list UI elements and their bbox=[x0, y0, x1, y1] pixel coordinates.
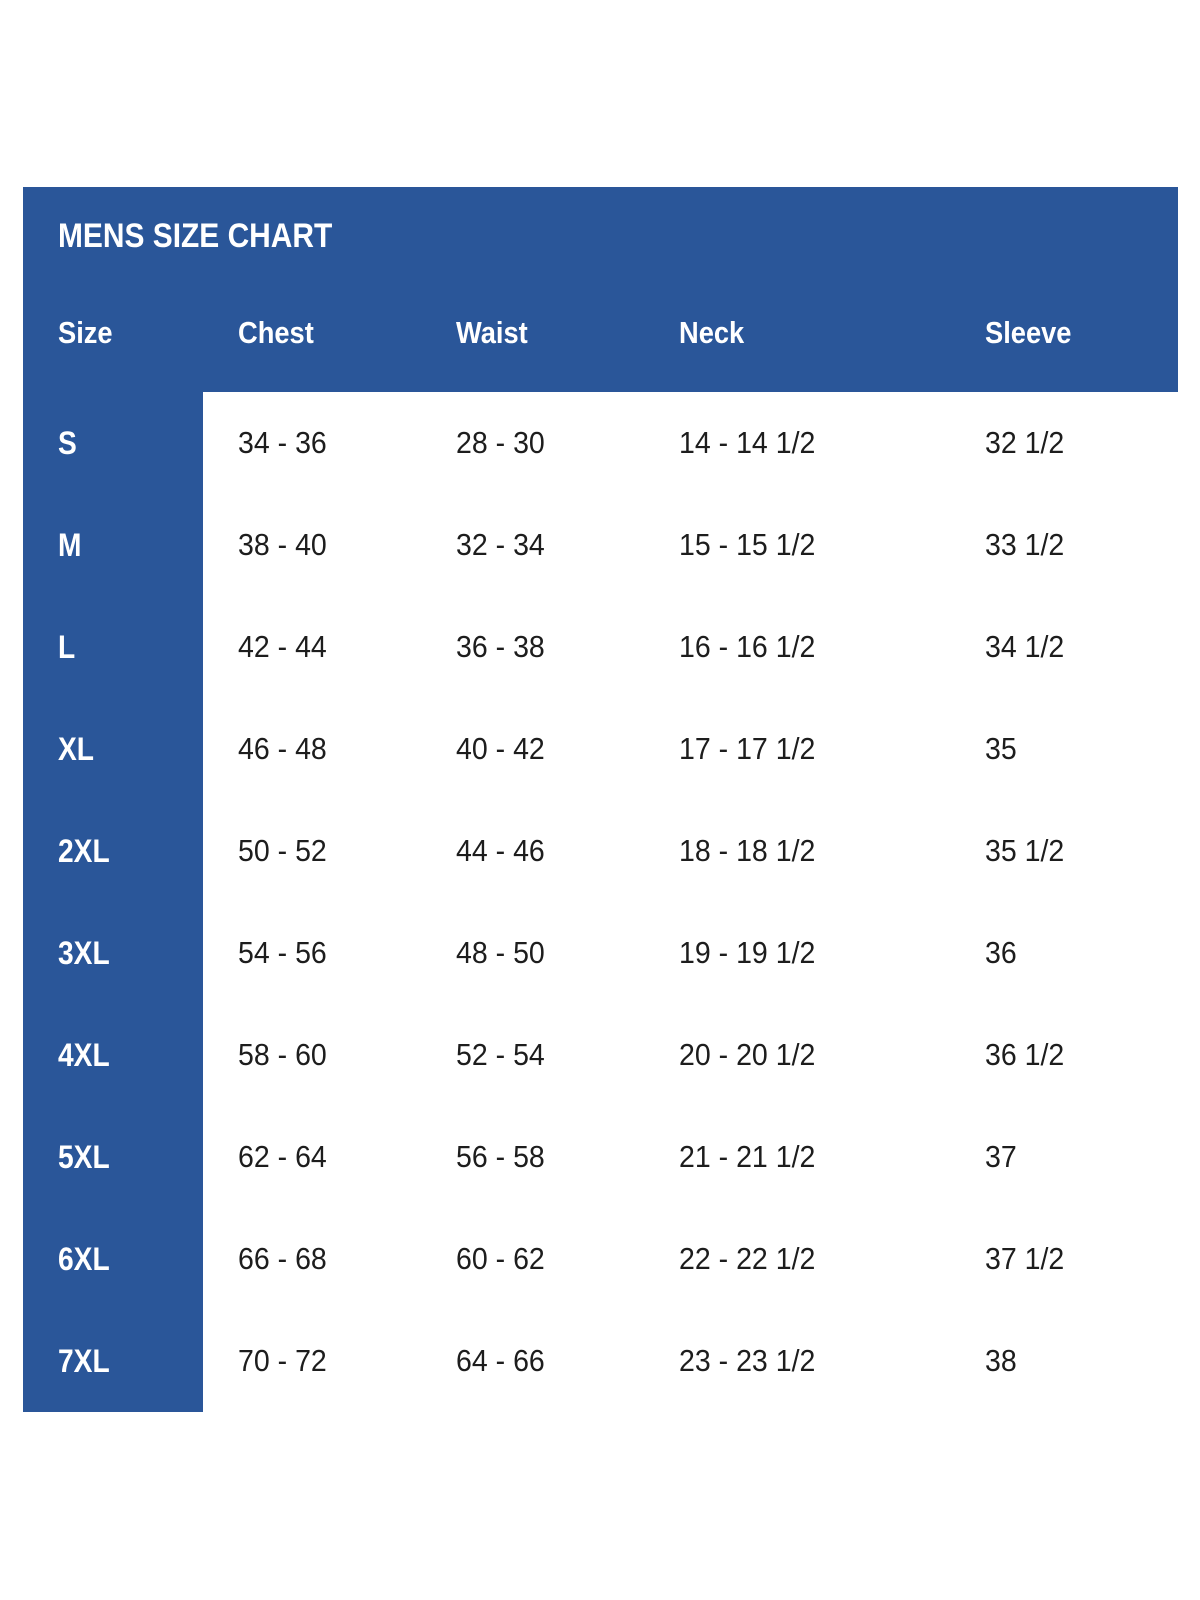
table-row: S 34 - 36 28 - 30 14 - 14 1/2 32 1/2 bbox=[23, 392, 1178, 494]
size-cell: 3XL bbox=[23, 902, 203, 1004]
sleeve-cell: 38 bbox=[985, 1343, 1017, 1378]
size-cell: 6XL bbox=[23, 1208, 203, 1310]
table-body: S 34 - 36 28 - 30 14 - 14 1/2 32 1/2 M 3… bbox=[23, 392, 1178, 1412]
column-header-size: Size bbox=[58, 315, 113, 350]
neck-cell: 18 - 18 1/2 bbox=[679, 833, 816, 868]
neck-cell: 19 - 19 1/2 bbox=[679, 935, 816, 970]
sleeve-cell: 36 1/2 bbox=[985, 1037, 1065, 1072]
neck-cell: 22 - 22 1/2 bbox=[679, 1241, 816, 1276]
waist-cell: 28 - 30 bbox=[456, 425, 545, 460]
waist-cell: 32 - 34 bbox=[456, 527, 545, 562]
size-chart-header: MENS SIZE CHART Size Chest Waist Neck Sl… bbox=[23, 187, 1178, 392]
chest-cell: 62 - 64 bbox=[238, 1139, 327, 1174]
table-row: 7XL 70 - 72 64 - 66 23 - 23 1/2 38 bbox=[23, 1310, 1178, 1412]
sleeve-cell: 37 1/2 bbox=[985, 1241, 1065, 1276]
waist-cell: 36 - 38 bbox=[456, 629, 545, 664]
waist-cell: 64 - 66 bbox=[456, 1343, 545, 1378]
sleeve-cell: 36 bbox=[985, 935, 1017, 970]
chest-cell: 46 - 48 bbox=[238, 731, 327, 766]
chest-cell: 70 - 72 bbox=[238, 1343, 327, 1378]
waist-cell: 56 - 58 bbox=[456, 1139, 545, 1174]
sleeve-cell: 37 bbox=[985, 1139, 1017, 1174]
chest-cell: 34 - 36 bbox=[238, 425, 327, 460]
chest-cell: 58 - 60 bbox=[238, 1037, 327, 1072]
neck-cell: 21 - 21 1/2 bbox=[679, 1139, 816, 1174]
neck-cell: 14 - 14 1/2 bbox=[679, 425, 816, 460]
sleeve-cell: 33 1/2 bbox=[985, 527, 1065, 562]
neck-cell: 20 - 20 1/2 bbox=[679, 1037, 816, 1072]
neck-cell: 15 - 15 1/2 bbox=[679, 527, 816, 562]
column-header-chest: Chest bbox=[238, 315, 314, 350]
size-cell: 5XL bbox=[23, 1106, 203, 1208]
size-cell: XL bbox=[23, 698, 203, 800]
size-chart-panel: MENS SIZE CHART Size Chest Waist Neck Sl… bbox=[23, 187, 1178, 1412]
column-header-row: Size Chest Waist Neck Sleeve bbox=[23, 315, 1178, 351]
chest-cell: 50 - 52 bbox=[238, 833, 327, 868]
size-cell: M bbox=[23, 494, 203, 596]
table-row: 6XL 66 - 68 60 - 62 22 - 22 1/2 37 1/2 bbox=[23, 1208, 1178, 1310]
table-row: 5XL 62 - 64 56 - 58 21 - 21 1/2 37 bbox=[23, 1106, 1178, 1208]
waist-cell: 40 - 42 bbox=[456, 731, 545, 766]
table-row: 3XL 54 - 56 48 - 50 19 - 19 1/2 36 bbox=[23, 902, 1178, 1004]
size-cell: 4XL bbox=[23, 1004, 203, 1106]
column-header-waist: Waist bbox=[456, 315, 528, 350]
neck-cell: 17 - 17 1/2 bbox=[679, 731, 816, 766]
table-row: 2XL 50 - 52 44 - 46 18 - 18 1/2 35 1/2 bbox=[23, 800, 1178, 902]
table-row: XL 46 - 48 40 - 42 17 - 17 1/2 35 bbox=[23, 698, 1178, 800]
chart-title-text: MENS SIZE CHART bbox=[58, 217, 333, 255]
chest-cell: 42 - 44 bbox=[238, 629, 327, 664]
size-cell: 7XL bbox=[23, 1310, 203, 1412]
sleeve-cell: 32 1/2 bbox=[985, 425, 1065, 460]
neck-cell: 16 - 16 1/2 bbox=[679, 629, 816, 664]
waist-cell: 48 - 50 bbox=[456, 935, 545, 970]
column-header-neck: Neck bbox=[679, 315, 745, 350]
waist-cell: 60 - 62 bbox=[456, 1241, 545, 1276]
sleeve-cell: 35 1/2 bbox=[985, 833, 1065, 868]
table-row: 4XL 58 - 60 52 - 54 20 - 20 1/2 36 1/2 bbox=[23, 1004, 1178, 1106]
chest-cell: 54 - 56 bbox=[238, 935, 327, 970]
waist-cell: 44 - 46 bbox=[456, 833, 545, 868]
chart-title: MENS SIZE CHART bbox=[58, 217, 370, 255]
sleeve-cell: 34 1/2 bbox=[985, 629, 1065, 664]
table-row: L 42 - 44 36 - 38 16 - 16 1/2 34 1/2 bbox=[23, 596, 1178, 698]
chest-cell: 38 - 40 bbox=[238, 527, 327, 562]
size-cell: 2XL bbox=[23, 800, 203, 902]
sleeve-cell: 35 bbox=[985, 731, 1017, 766]
neck-cell: 23 - 23 1/2 bbox=[679, 1343, 816, 1378]
waist-cell: 52 - 54 bbox=[456, 1037, 545, 1072]
chest-cell: 66 - 68 bbox=[238, 1241, 327, 1276]
size-cell: L bbox=[23, 596, 203, 698]
column-header-sleeve: Sleeve bbox=[985, 315, 1072, 350]
table-row: M 38 - 40 32 - 34 15 - 15 1/2 33 1/2 bbox=[23, 494, 1178, 596]
size-cell: S bbox=[23, 392, 203, 494]
